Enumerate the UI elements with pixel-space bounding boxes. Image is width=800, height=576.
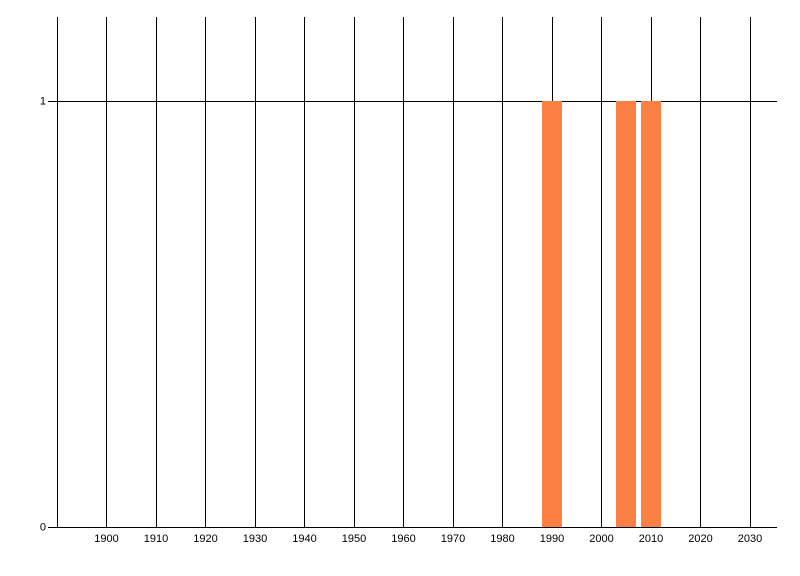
x-tick-label-2000: 2000 [589, 533, 614, 545]
gridline-1910 [155, 17, 157, 527]
x-tick-label-1990: 1990 [539, 533, 565, 545]
x-tick-label-1940: 1940 [292, 533, 317, 545]
bar-1990[interactable] [542, 101, 562, 527]
gridline-2000 [601, 17, 602, 527]
gridline-1920 [205, 17, 206, 527]
x-tick-label-1930: 1930 [242, 533, 268, 545]
gridline-2020 [700, 17, 701, 527]
gridline-1930 [254, 17, 256, 527]
x-tick-label-2030: 2030 [737, 533, 763, 545]
x-tick-label-1980: 1980 [490, 533, 515, 545]
x-tick-label-1950: 1950 [341, 533, 367, 545]
y-tick-label-0: 0 [39, 521, 46, 534]
gridline-1890 [56, 17, 58, 527]
gridline-1950 [353, 17, 355, 527]
gridline-1940 [304, 17, 305, 527]
x-tick-label-1960: 1960 [391, 533, 416, 545]
gridline-1980 [502, 17, 503, 527]
x-tick-label-1910: 1910 [143, 533, 169, 545]
x-tick-label-1970: 1970 [440, 533, 466, 545]
y-tick-label-1: 1 [39, 95, 46, 108]
x-axis-line [48, 527, 777, 528]
x-tick-label-1920: 1920 [193, 533, 218, 545]
gridline-1900 [106, 17, 107, 527]
gridline-1970 [452, 17, 454, 527]
x-tick-label-2020: 2020 [688, 533, 713, 545]
x-tick-label-2010: 2010 [638, 533, 664, 545]
gridline-2030 [749, 17, 751, 527]
value-1-line [48, 101, 777, 102]
x-tick-label-1900: 1900 [94, 533, 119, 545]
bar-2005[interactable] [616, 101, 637, 527]
gridline-1960 [403, 17, 404, 527]
bar-2010[interactable] [641, 101, 661, 527]
